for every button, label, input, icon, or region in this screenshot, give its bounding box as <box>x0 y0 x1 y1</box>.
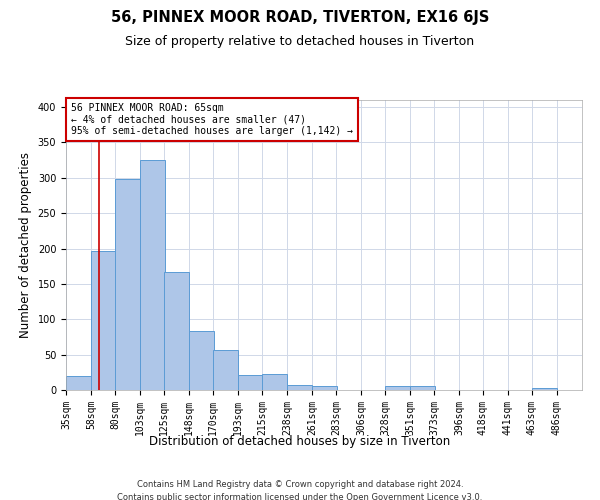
Bar <box>115 178 140 390</box>
Text: Size of property relative to detached houses in Tiverton: Size of property relative to detached ho… <box>125 35 475 48</box>
Bar <box>410 386 435 390</box>
Bar <box>140 160 165 390</box>
Bar <box>385 386 410 390</box>
Text: Contains public sector information licensed under the Open Government Licence v3: Contains public sector information licen… <box>118 492 482 500</box>
Bar <box>262 374 287 390</box>
Bar <box>66 376 91 390</box>
Bar <box>532 388 557 390</box>
Text: 56, PINNEX MOOR ROAD, TIVERTON, EX16 6JS: 56, PINNEX MOOR ROAD, TIVERTON, EX16 6JS <box>111 10 489 25</box>
Bar <box>91 250 116 390</box>
Bar <box>238 375 263 390</box>
Text: Distribution of detached houses by size in Tiverton: Distribution of detached houses by size … <box>149 435 451 448</box>
Bar <box>189 332 214 390</box>
Y-axis label: Number of detached properties: Number of detached properties <box>19 152 32 338</box>
Bar <box>287 385 312 390</box>
Bar <box>312 386 337 390</box>
Text: 56 PINNEX MOOR ROAD: 65sqm
← 4% of detached houses are smaller (47)
95% of semi-: 56 PINNEX MOOR ROAD: 65sqm ← 4% of detac… <box>71 103 353 136</box>
Bar <box>213 350 238 390</box>
Bar <box>164 272 189 390</box>
Text: Contains HM Land Registry data © Crown copyright and database right 2024.: Contains HM Land Registry data © Crown c… <box>137 480 463 489</box>
